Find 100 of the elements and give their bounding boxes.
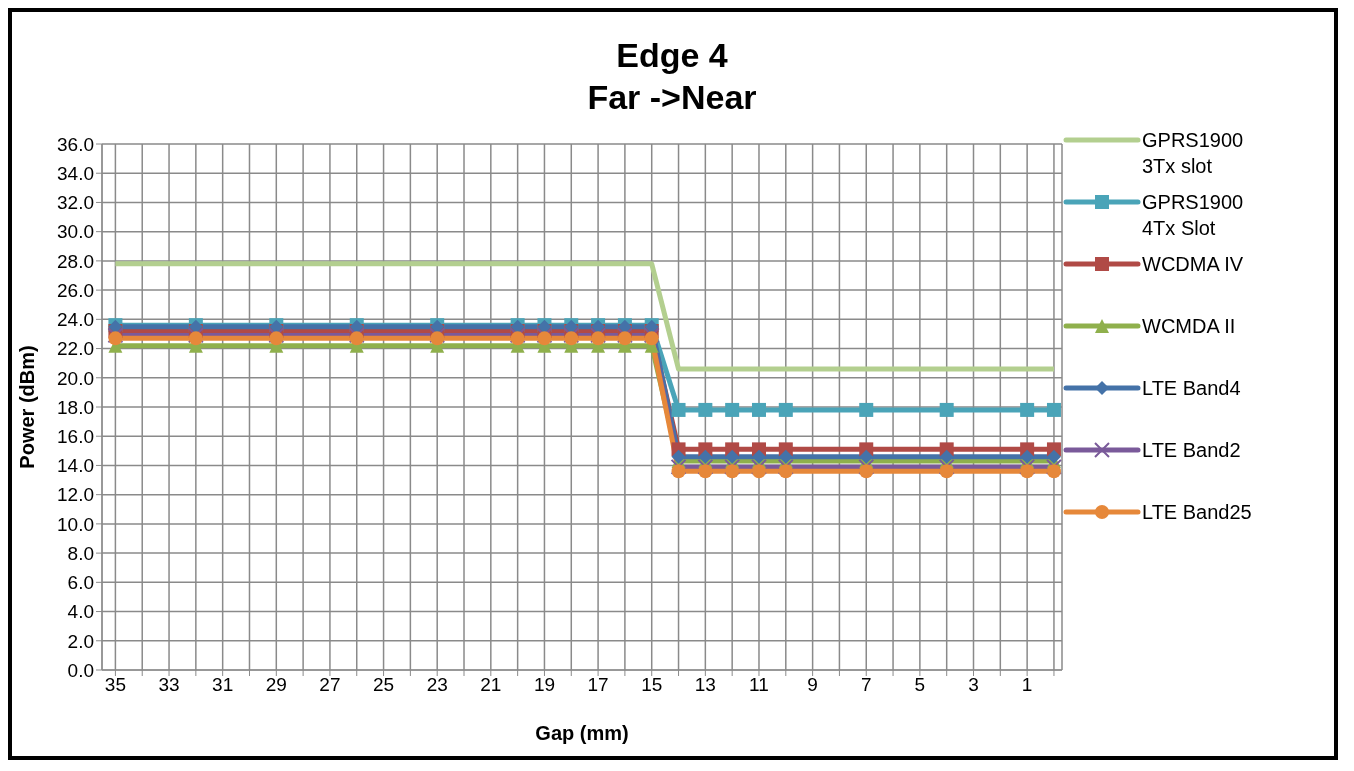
point [859, 464, 874, 479]
point [1019, 458, 1036, 475]
point [778, 449, 793, 464]
legend-label: LTE Band25 [1142, 500, 1253, 525]
point [429, 327, 446, 344]
point [751, 449, 766, 464]
point [349, 331, 364, 346]
point [777, 458, 794, 475]
y-tick-label: 34.0 [57, 162, 94, 184]
point [268, 327, 285, 344]
x-tick-label: 31 [212, 674, 234, 696]
point [859, 402, 874, 417]
y-tick-label: 16.0 [57, 425, 94, 447]
point [1046, 464, 1061, 479]
x-tick-label: 19 [533, 674, 556, 696]
point [269, 331, 284, 346]
y-tick-label: 28.0 [57, 250, 94, 272]
point [509, 327, 526, 344]
point [188, 331, 203, 346]
point [671, 402, 686, 417]
y-tick-label: 4.0 [67, 601, 94, 623]
y-tick-label: 2.0 [67, 630, 94, 652]
point [778, 402, 793, 417]
point [537, 331, 552, 346]
point [564, 331, 579, 346]
x-tick-label: 21 [480, 674, 502, 696]
point [939, 402, 954, 417]
x-tick-label: 7 [860, 674, 872, 696]
point [859, 449, 874, 464]
point [1020, 402, 1035, 417]
point [751, 464, 766, 479]
legend-label: LTE Band2 [1142, 438, 1242, 463]
point [751, 402, 766, 417]
x-tick-label: 33 [158, 674, 180, 696]
point [698, 464, 713, 479]
point [858, 458, 875, 475]
x-tick-label: 15 [641, 674, 663, 696]
point [698, 402, 713, 417]
y-tick-label: 32.0 [57, 192, 94, 214]
point [643, 327, 660, 344]
point [1046, 402, 1061, 417]
x-tick-label: 23 [426, 674, 448, 696]
y-tick-label: 8.0 [67, 542, 94, 564]
point [1046, 449, 1061, 464]
point [724, 458, 741, 475]
point [591, 331, 606, 346]
point [590, 327, 607, 344]
legend-label: GPRS1900 4Tx Slot [1142, 190, 1245, 241]
point [536, 327, 553, 344]
y-tick-label: 20.0 [57, 367, 94, 389]
point [107, 327, 124, 344]
point [644, 331, 659, 346]
point [670, 458, 687, 475]
legend-label: GPRS1900 3Tx slot [1142, 128, 1245, 179]
y-tick-label: 26.0 [57, 279, 94, 301]
y-tick-label: 22.0 [57, 338, 94, 360]
x-axis-title: Gap (mm) [535, 722, 629, 744]
point [187, 327, 204, 344]
y-tick-label: 30.0 [57, 221, 94, 243]
point [939, 449, 954, 464]
x-tick-label: 27 [319, 674, 341, 696]
point [725, 402, 740, 417]
y-tick-label: 10.0 [57, 513, 94, 535]
y-tick-label: 12.0 [57, 484, 94, 506]
point [697, 458, 714, 475]
legend-label: WCDMA IV [1142, 252, 1245, 277]
y-tick-label: 6.0 [67, 572, 94, 594]
point [617, 331, 632, 346]
y-axis-title: Power (dBm) [16, 345, 39, 469]
point [348, 327, 365, 344]
x-tick-label: 13 [694, 674, 716, 696]
chart-title: Edge 4 [615, 35, 729, 76]
legend-label: WCMDA II [1142, 314, 1237, 339]
point [510, 331, 525, 346]
point [563, 327, 580, 344]
point [778, 464, 793, 479]
point [938, 458, 955, 475]
legend-label: LTE Band4 [1142, 376, 1242, 401]
x-tick-label: 29 [265, 674, 287, 696]
point [725, 464, 740, 479]
point [1020, 464, 1035, 479]
x-tick-label: 25 [372, 674, 395, 696]
point [698, 449, 713, 464]
point [671, 449, 686, 464]
x-tick-label: 11 [749, 674, 769, 696]
point [108, 331, 123, 346]
point [939, 464, 954, 479]
point [616, 327, 633, 344]
chart-subtitle: Far ->Near [586, 77, 758, 118]
y-tick-label: 24.0 [57, 309, 94, 331]
x-tick-label: 9 [807, 674, 818, 696]
y-tick-label: 18.0 [57, 396, 94, 418]
point [430, 331, 445, 346]
x-tick-label: 17 [587, 674, 609, 696]
y-tick-label: 36.0 [57, 133, 94, 155]
point [1020, 449, 1035, 464]
x-tick-label: 5 [914, 674, 926, 696]
y-tick-label: 14.0 [57, 455, 94, 477]
x-tick-label: 3 [968, 674, 979, 696]
x-tick-label: 1 [1021, 674, 1033, 696]
